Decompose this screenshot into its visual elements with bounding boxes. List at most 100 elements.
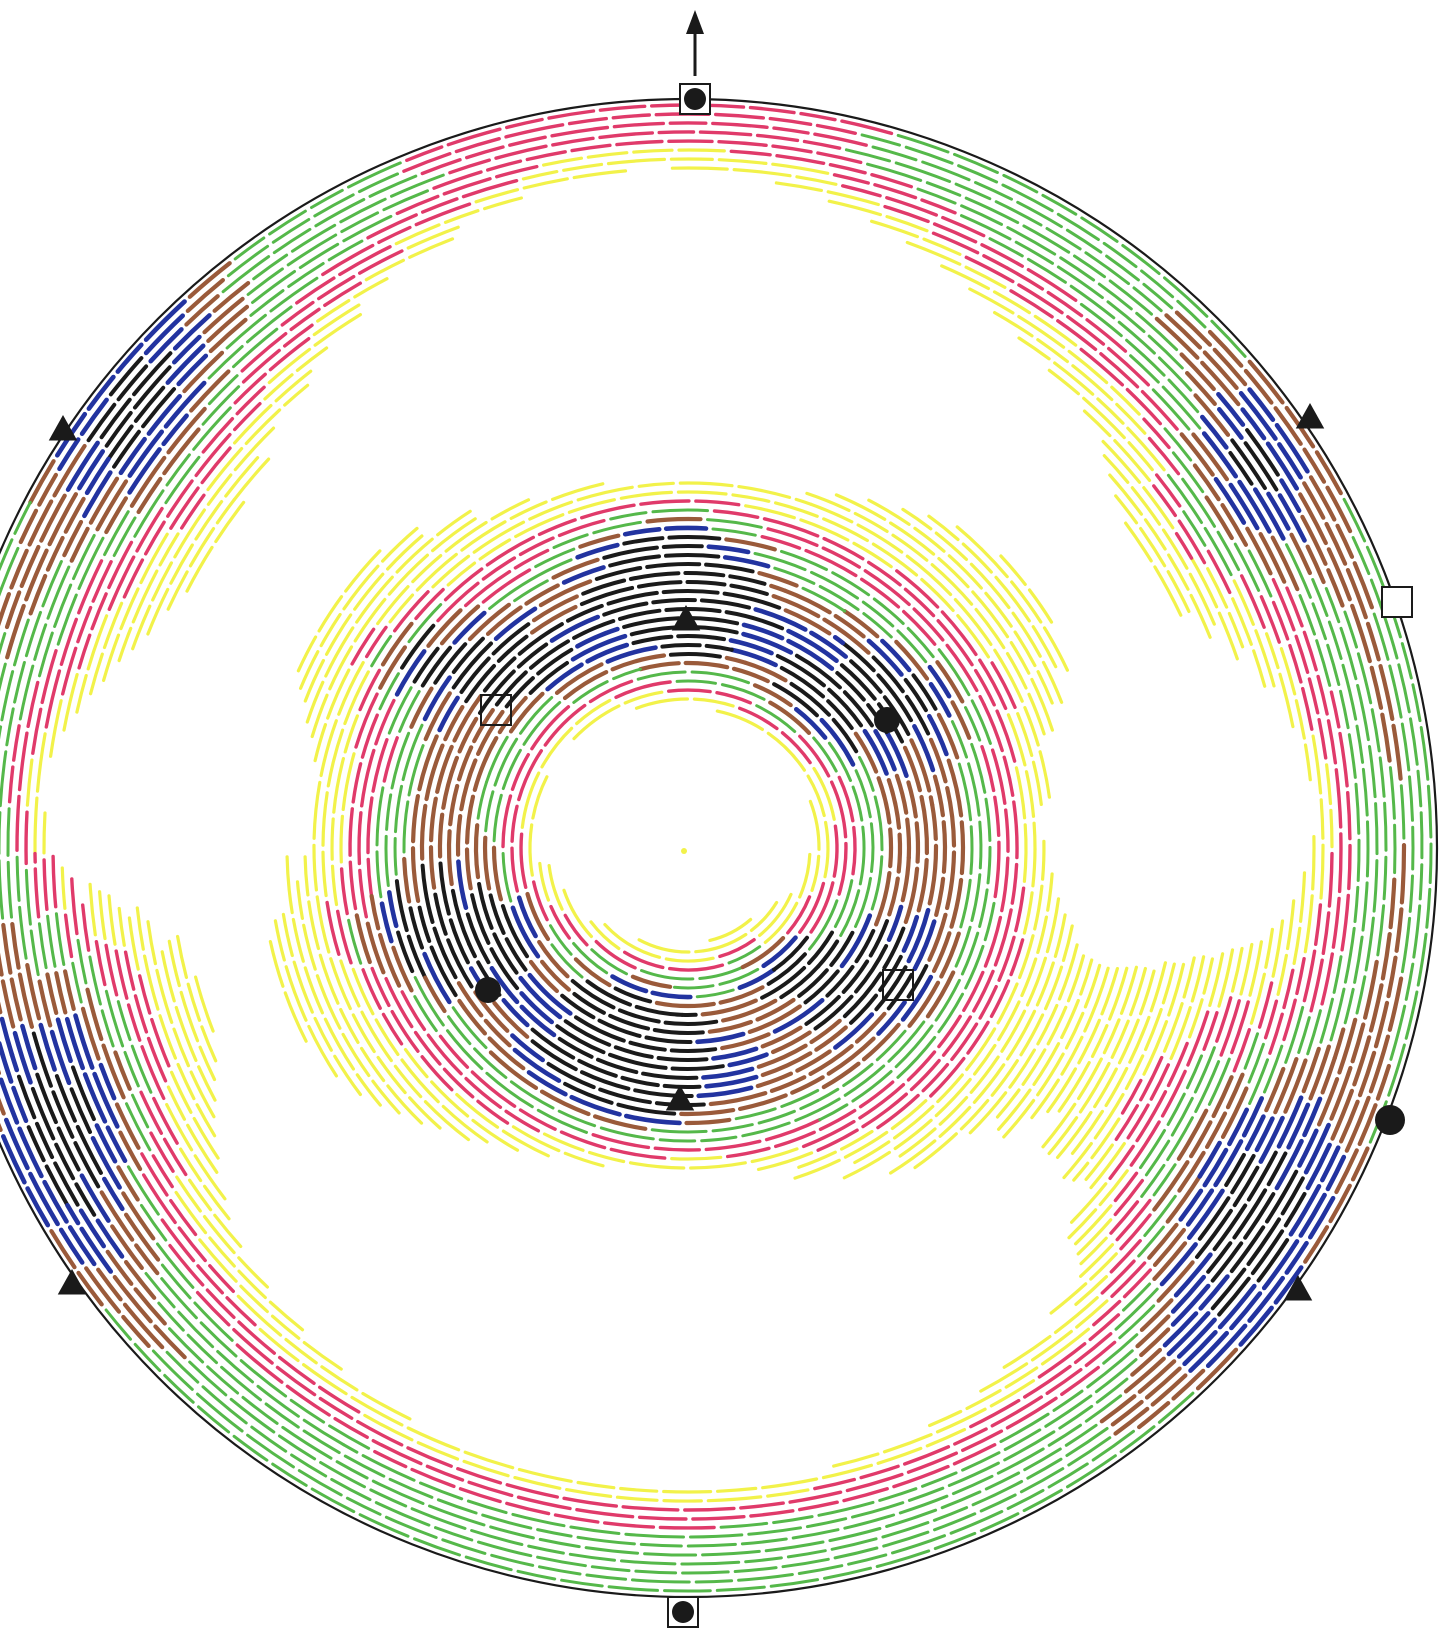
contour-arc-level-1 xyxy=(1079,1059,1102,1099)
contour-arc-level-2 xyxy=(825,539,862,559)
contour-arc-level-4 xyxy=(947,853,954,909)
contour-arc-level-3 xyxy=(540,1539,579,1546)
contour-arc-level-4 xyxy=(98,1270,120,1300)
contour-arc-level-1 xyxy=(680,483,732,486)
contour-arc-level-3 xyxy=(1142,271,1173,297)
contour-arc-level-6 xyxy=(634,637,672,643)
contour-arc-level-3 xyxy=(304,1431,339,1453)
contour-arc-level-3 xyxy=(1028,259,1065,282)
contour-arc-level-2 xyxy=(800,1502,838,1509)
contour-arc-level-1 xyxy=(942,266,989,289)
contour-arc-level-6 xyxy=(610,556,659,565)
contour-arc-level-2 xyxy=(660,1527,714,1528)
contour-arc-level-5 xyxy=(1290,1241,1297,1251)
contour-arc-level-6 xyxy=(637,1007,683,1015)
contour-arc-level-2 xyxy=(623,1507,678,1510)
contour-arc-level-2 xyxy=(153,1156,172,1187)
contour-arc-level-1 xyxy=(574,706,619,739)
contour-arc-level-4 xyxy=(1335,1030,1344,1058)
contour-arc-level-4 xyxy=(947,788,954,845)
contour-arc-level-4 xyxy=(413,848,418,901)
contour-arc-level-2 xyxy=(943,218,984,236)
contour-arc-level-1 xyxy=(1327,765,1331,804)
contour-arc-level-6 xyxy=(57,1076,75,1121)
contour-arc-level-4 xyxy=(681,1110,733,1114)
contour-arc-level-3 xyxy=(691,1535,742,1537)
contour-arc-level-2 xyxy=(565,915,587,944)
contour-arc-level-3 xyxy=(611,513,646,519)
contour-arc-level-2 xyxy=(360,670,379,709)
contour-arc-level-1 xyxy=(812,856,819,890)
contour-arc-level-2 xyxy=(26,812,27,863)
contour-arc-level-1 xyxy=(1069,1210,1096,1238)
contour-arc-level-3 xyxy=(1139,1227,1164,1256)
contour-arc-level-1 xyxy=(578,1483,614,1488)
contour-arc-level-1 xyxy=(408,1428,458,1450)
contour-arc-level-3 xyxy=(0,861,3,919)
contour-arc-level-5 xyxy=(52,1032,69,1083)
contour-arc-level-3 xyxy=(289,264,324,287)
contour-arc-level-4 xyxy=(413,796,418,841)
contour-arc-level-2 xyxy=(611,1149,664,1158)
contour-arc-level-1 xyxy=(907,243,960,265)
contour-arc-level-1 xyxy=(169,941,179,985)
contour-arc-level-3 xyxy=(642,971,693,979)
contour-arc-level-3 xyxy=(449,1017,470,1044)
contour-arc-level-1 xyxy=(119,909,124,946)
contour-arc-level-1 xyxy=(637,699,688,708)
contour-arc-level-1 xyxy=(1062,1037,1082,1074)
contour-arc-level-1 xyxy=(621,1489,657,1492)
contour-arc-level-2 xyxy=(564,1498,616,1506)
contour-arc-level-2 xyxy=(28,683,38,727)
contour-arc-level-1 xyxy=(305,661,323,702)
contour-arc-level-2 xyxy=(774,128,808,133)
contour-arc-level-1 xyxy=(190,1180,211,1210)
contour-arc-level-1 xyxy=(1024,893,1032,933)
contour-arc-level-2 xyxy=(207,1290,234,1317)
contour-arc-level-1 xyxy=(1321,800,1323,838)
contour-arc-level-2 xyxy=(17,797,19,851)
contour-arc-level-3 xyxy=(697,990,733,997)
contour-arc-level-3 xyxy=(1374,861,1377,912)
contour-arc-level-3 xyxy=(652,1130,706,1132)
contour-arc-level-2 xyxy=(171,1201,196,1235)
contour-arc-level-6 xyxy=(72,1089,90,1132)
contour-arc-level-3 xyxy=(377,788,383,845)
contour-arc-level-3 xyxy=(538,1530,572,1537)
contour-arc-level-1 xyxy=(210,1238,234,1266)
contour-arc-level-2 xyxy=(408,1448,451,1466)
contour-arc-level-4 xyxy=(917,823,918,861)
contour-arc-level-2 xyxy=(824,539,825,540)
contour-arc-level-2 xyxy=(1309,679,1317,713)
contour-arc-level-3 xyxy=(853,787,862,820)
contour-arc-level-3 xyxy=(1067,230,1101,252)
contour-arc-level-3 xyxy=(988,847,990,883)
contour-arc-level-1 xyxy=(334,759,344,813)
contour-arc-level-3 xyxy=(8,862,11,917)
contour-arc-level-1 xyxy=(961,1101,987,1129)
contour-arc-level-2 xyxy=(368,798,372,853)
contour-arc-level-6 xyxy=(706,565,753,572)
contour-arc-level-1 xyxy=(133,606,150,649)
contour-arc-level-1 xyxy=(137,908,143,949)
contour-arc-level-2 xyxy=(512,806,517,841)
contour-arc-level-2 xyxy=(376,701,394,744)
contour-arc-level-1 xyxy=(1048,874,1052,910)
contour-arc-level-2 xyxy=(614,123,663,126)
contour-arc-level-3 xyxy=(862,135,899,145)
contour-arc-level-2 xyxy=(198,1266,222,1293)
contour-arc-level-4 xyxy=(449,831,452,884)
contour-arc-level-3 xyxy=(372,636,391,665)
contour-arc-level-3 xyxy=(1054,1391,1082,1410)
contour-arc-level-4 xyxy=(908,782,915,816)
contour-arc-level-3 xyxy=(793,1530,838,1538)
contour-arc-level-2 xyxy=(373,740,387,791)
contour-arc-level-1 xyxy=(331,959,351,1009)
contour-arc-level-1 xyxy=(413,556,441,582)
contour-arc-level-2 xyxy=(655,1148,699,1150)
contour-arc-level-1 xyxy=(666,958,713,961)
contour-arc-level-1 xyxy=(1006,1368,1036,1387)
contour-arc-level-1 xyxy=(718,1488,756,1491)
contour-arc-level-1 xyxy=(320,955,338,1003)
contour-arc-level-3 xyxy=(633,1580,690,1582)
